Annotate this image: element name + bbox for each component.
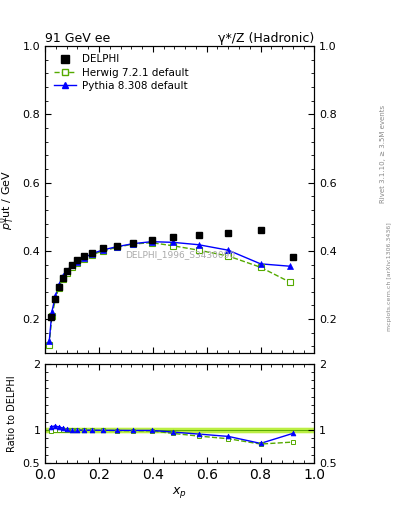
- Legend: DELPHI, Herwig 7.2.1 default, Pythia 8.308 default: DELPHI, Herwig 7.2.1 default, Pythia 8.3…: [50, 51, 191, 94]
- Text: mcplots.cern.ch [arXiv:1306.3436]: mcplots.cern.ch [arXiv:1306.3436]: [387, 222, 391, 331]
- Text: Rivet 3.1.10, ≥ 3.5M events: Rivet 3.1.10, ≥ 3.5M events: [380, 104, 386, 203]
- X-axis label: $x_p$: $x_p$: [173, 485, 187, 500]
- Text: DELPHI_1996_S3430090: DELPHI_1996_S3430090: [125, 250, 235, 260]
- Text: 91 GeV ee: 91 GeV ee: [45, 32, 110, 45]
- Y-axis label: Ratio to DELPHI: Ratio to DELPHI: [7, 375, 17, 452]
- Text: γ*/Z (Hadronic): γ*/Z (Hadronic): [218, 32, 314, 45]
- Y-axis label: $p^0_T$ut / GeV: $p^0_T$ut / GeV: [0, 169, 17, 230]
